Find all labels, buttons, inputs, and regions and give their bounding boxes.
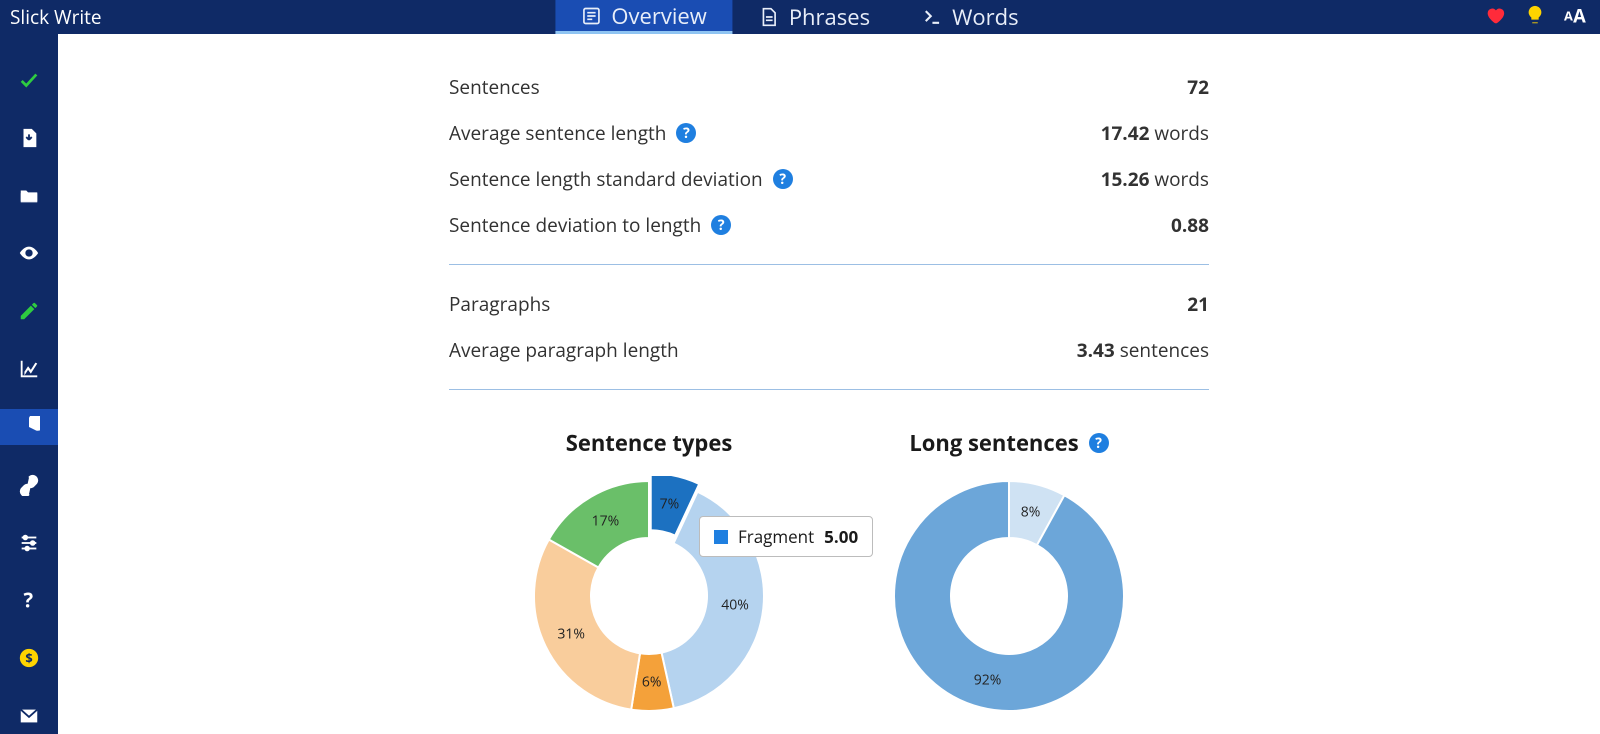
tooltip-value: 5.00 [824, 525, 858, 548]
stat-sentences: Sentences 72 [449, 64, 1209, 110]
phrases-icon [759, 7, 779, 27]
sidebar-donate[interactable]: $ [0, 640, 58, 676]
lightbulb-icon[interactable] [1524, 4, 1546, 31]
topbar: Slick Write Overview Phrases Words AA [0, 0, 1600, 34]
stat-label: Paragraphs [449, 291, 550, 317]
tab-label: Words [952, 2, 1018, 32]
stat-label: Sentence length standard deviation ? [449, 166, 793, 192]
sidebar-edit[interactable] [0, 293, 58, 329]
stat-sentence-sd: Sentence length standard deviation ? 15.… [449, 156, 1209, 202]
svg-text:$: $ [25, 649, 32, 667]
donut-long-sentences[interactable]: 8%92% [889, 476, 1129, 716]
stats-block: Sentences 72 Average sentence length ? 1… [449, 34, 1209, 390]
tab-label: Overview [611, 1, 706, 31]
sidebar-pie-chart[interactable] [0, 409, 58, 445]
tab-label: Phrases [789, 2, 870, 32]
stat-avg-sentence-length: Average sentence length ? 17.42 words [449, 110, 1209, 156]
svg-text:?: ? [24, 589, 34, 611]
divider [449, 389, 1209, 390]
help-icon[interactable]: ? [1089, 433, 1109, 453]
sidebar-check[interactable] [0, 62, 58, 98]
tab-words[interactable]: Words [896, 0, 1044, 34]
donut-sentence-types[interactable]: Fragment 5.00 7%40%6%31%17% [529, 476, 769, 716]
help-icon[interactable]: ? [711, 215, 731, 235]
heart-icon[interactable] [1484, 4, 1506, 31]
main-content: Sentences 72 Average sentence length ? 1… [58, 34, 1600, 734]
chart-sentence-types: Sentence types Fragment 5.00 7%40%6%31%1… [529, 428, 769, 716]
top-icons: AA [1484, 4, 1600, 31]
words-icon [922, 7, 942, 27]
tooltip-swatch [714, 530, 728, 544]
stat-sentence-dev: Sentence deviation to length ? 0.88 [449, 202, 1209, 248]
divider [449, 264, 1209, 265]
svg-text:A: A [1564, 6, 1573, 24]
chart-title: Long sentences ? [909, 428, 1108, 458]
stat-avg-para-length: Average paragraph length 3.43 sentences [449, 327, 1209, 373]
svg-text:A: A [1573, 4, 1586, 26]
nav-tabs: Overview Phrases Words [555, 0, 1044, 34]
stat-value: 0.88 [1171, 212, 1209, 238]
overview-icon [581, 6, 601, 26]
stat-label: Average paragraph length [449, 337, 679, 363]
stat-value: 17.42 words [1101, 120, 1209, 146]
font-size-icon[interactable]: AA [1564, 4, 1586, 31]
charts-row: Sentence types Fragment 5.00 7%40%6%31%1… [58, 428, 1600, 716]
help-icon[interactable]: ? [773, 169, 793, 189]
sidebar-download[interactable] [0, 120, 58, 156]
brand[interactable]: Slick Write [0, 4, 102, 30]
sidebar-help[interactable]: ? [0, 582, 58, 618]
stat-label: Sentences [449, 74, 540, 100]
stat-value: 21 [1187, 291, 1209, 317]
stat-label: Sentence deviation to length ? [449, 212, 731, 238]
tab-overview[interactable]: Overview [555, 0, 732, 34]
chart-long-sentences: Long sentences ? 8%92% [889, 428, 1129, 716]
chart-title: Sentence types [566, 428, 733, 458]
stat-paragraphs: Paragraphs 21 [449, 281, 1209, 327]
sidebar-mail[interactable] [0, 698, 58, 734]
help-icon[interactable]: ? [676, 123, 696, 143]
tooltip-name: Fragment [738, 525, 814, 548]
sidebar-line-chart[interactable] [0, 351, 58, 387]
stat-value: 15.26 words [1101, 166, 1209, 192]
stat-value: 72 [1187, 74, 1209, 100]
stat-value: 3.43 sentences [1077, 337, 1209, 363]
sidebar-link[interactable] [0, 467, 58, 503]
chart-tooltip: Fragment 5.00 [699, 516, 873, 557]
sidebar-sliders[interactable] [0, 525, 58, 561]
sidebar-eye[interactable] [0, 235, 58, 271]
sidebar-folder[interactable] [0, 178, 58, 214]
tab-phrases[interactable]: Phrases [733, 0, 896, 34]
sidebar: ? $ [0, 34, 58, 734]
stat-label: Average sentence length ? [449, 120, 696, 146]
